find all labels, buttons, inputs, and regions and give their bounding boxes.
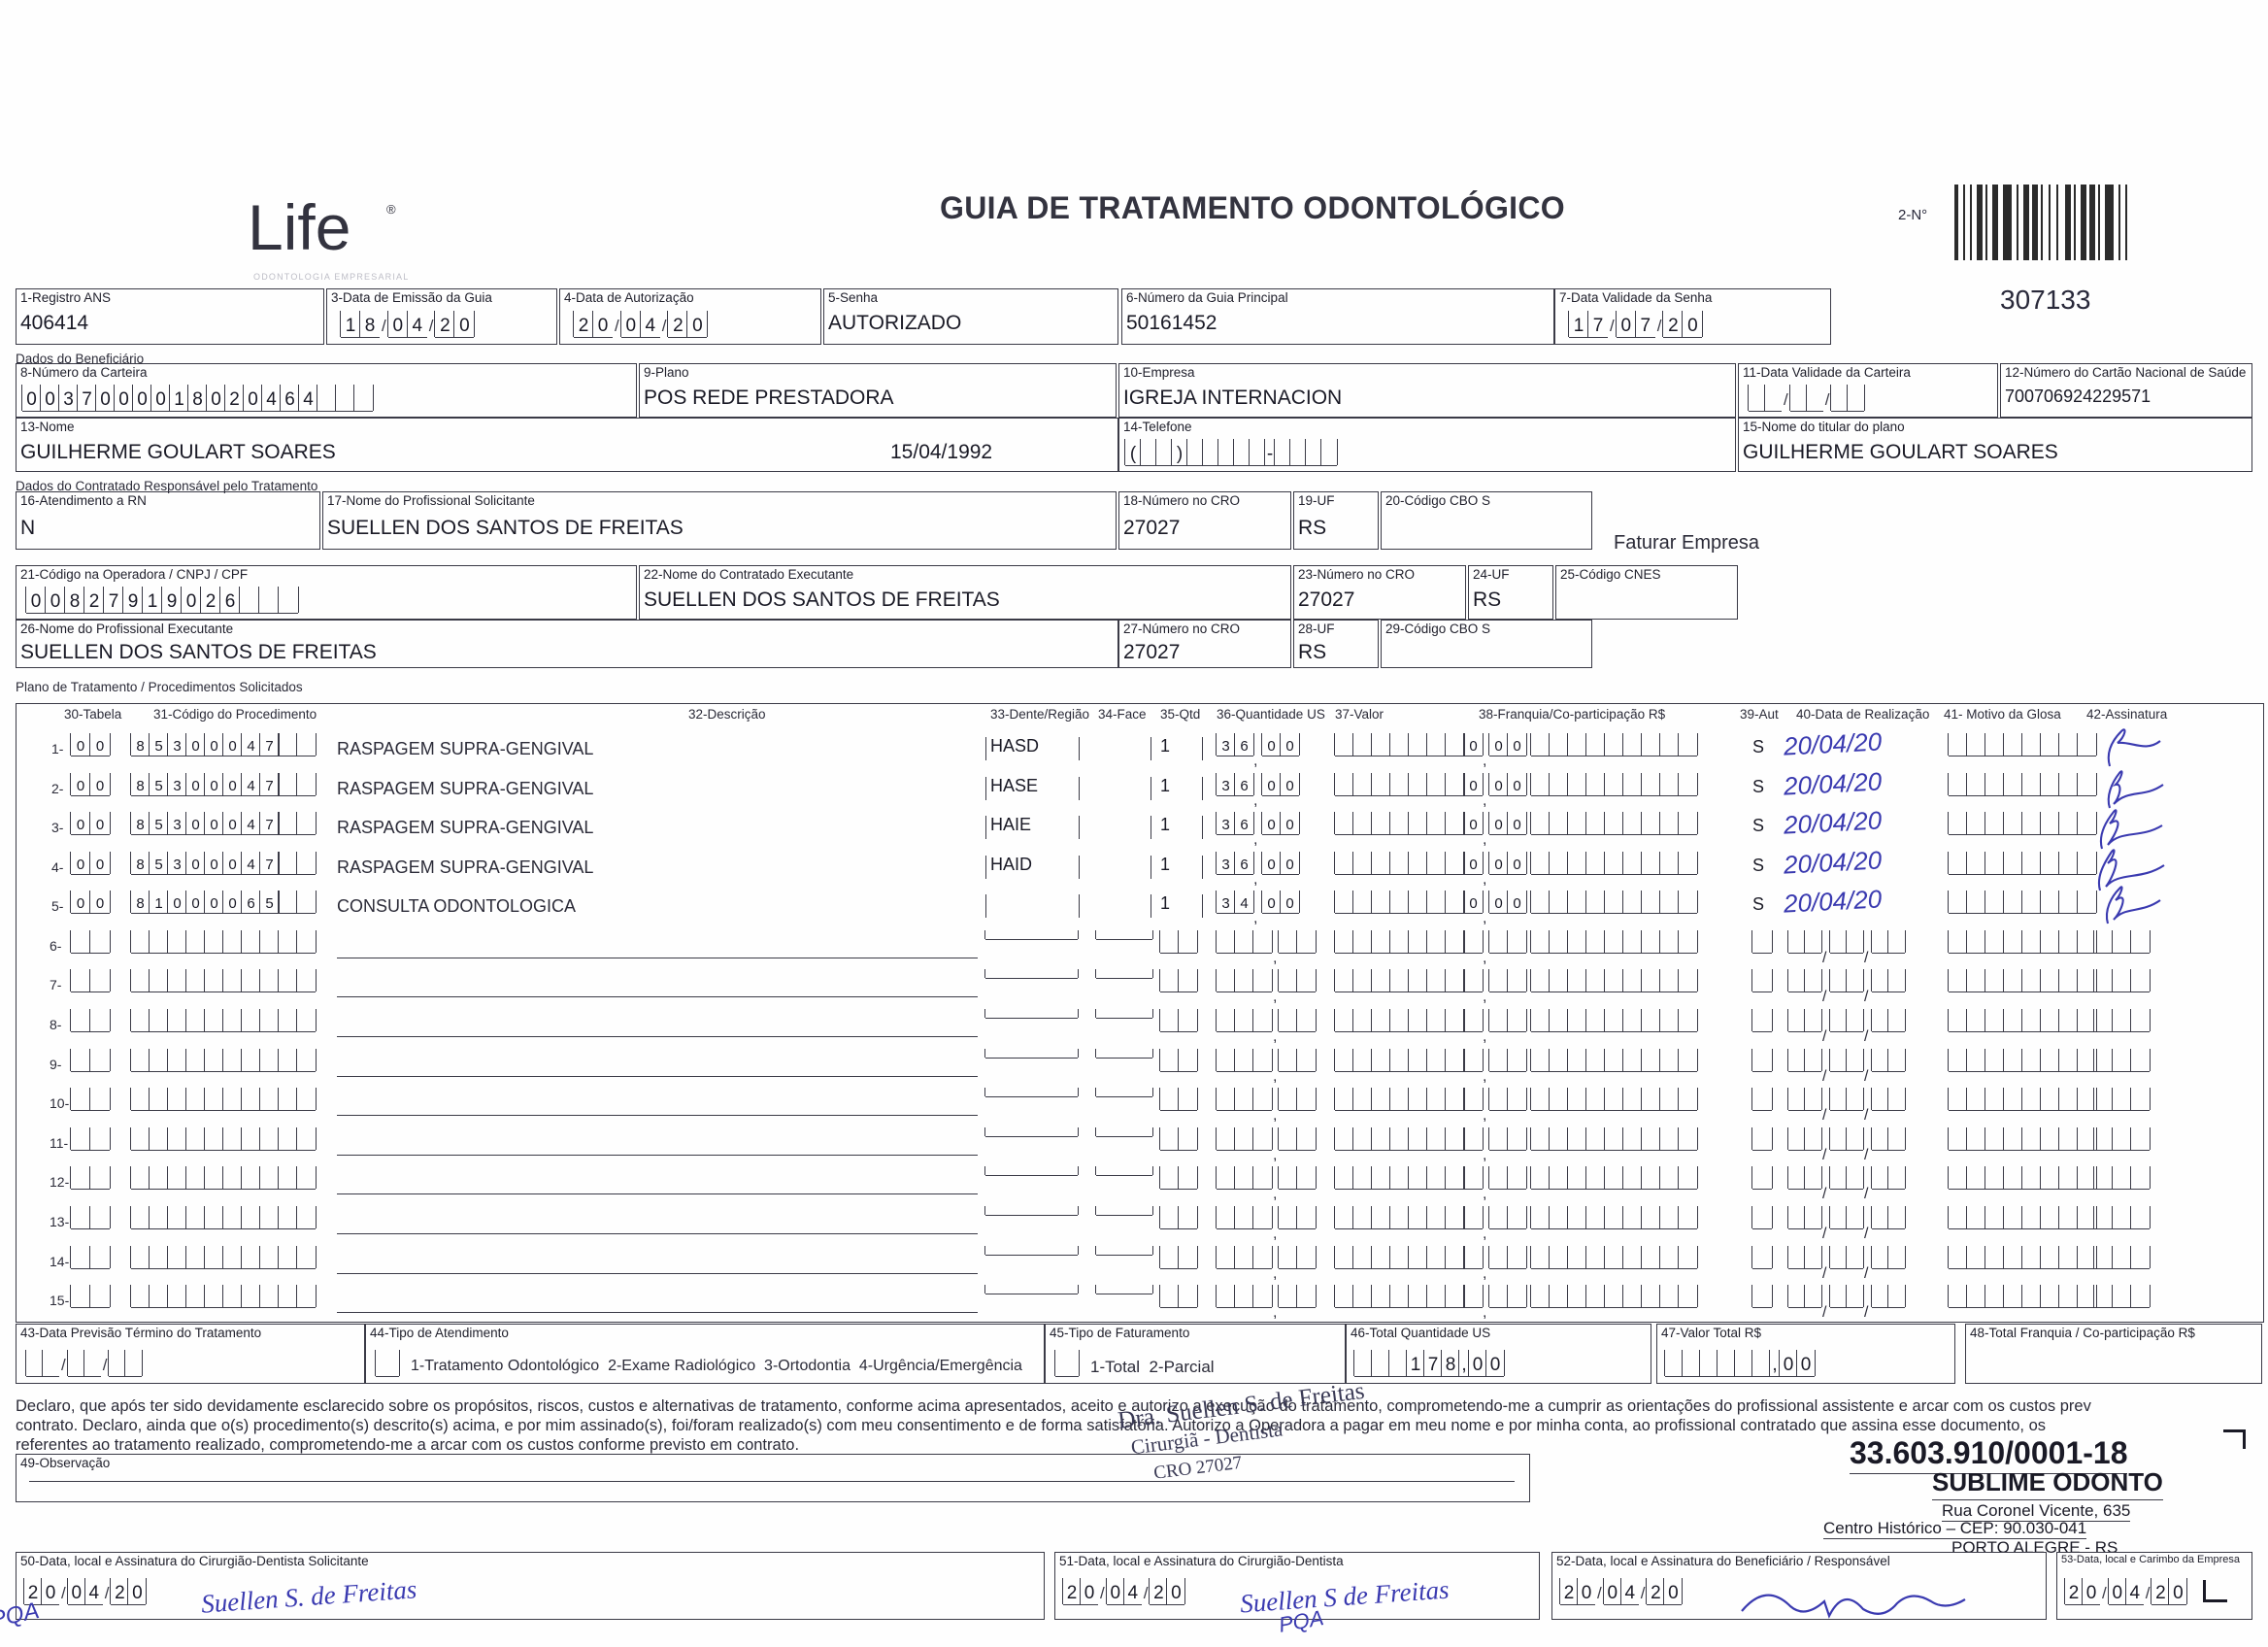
svg-text:®: ® [386, 202, 396, 217]
svg-text:Life: Life [248, 191, 350, 263]
